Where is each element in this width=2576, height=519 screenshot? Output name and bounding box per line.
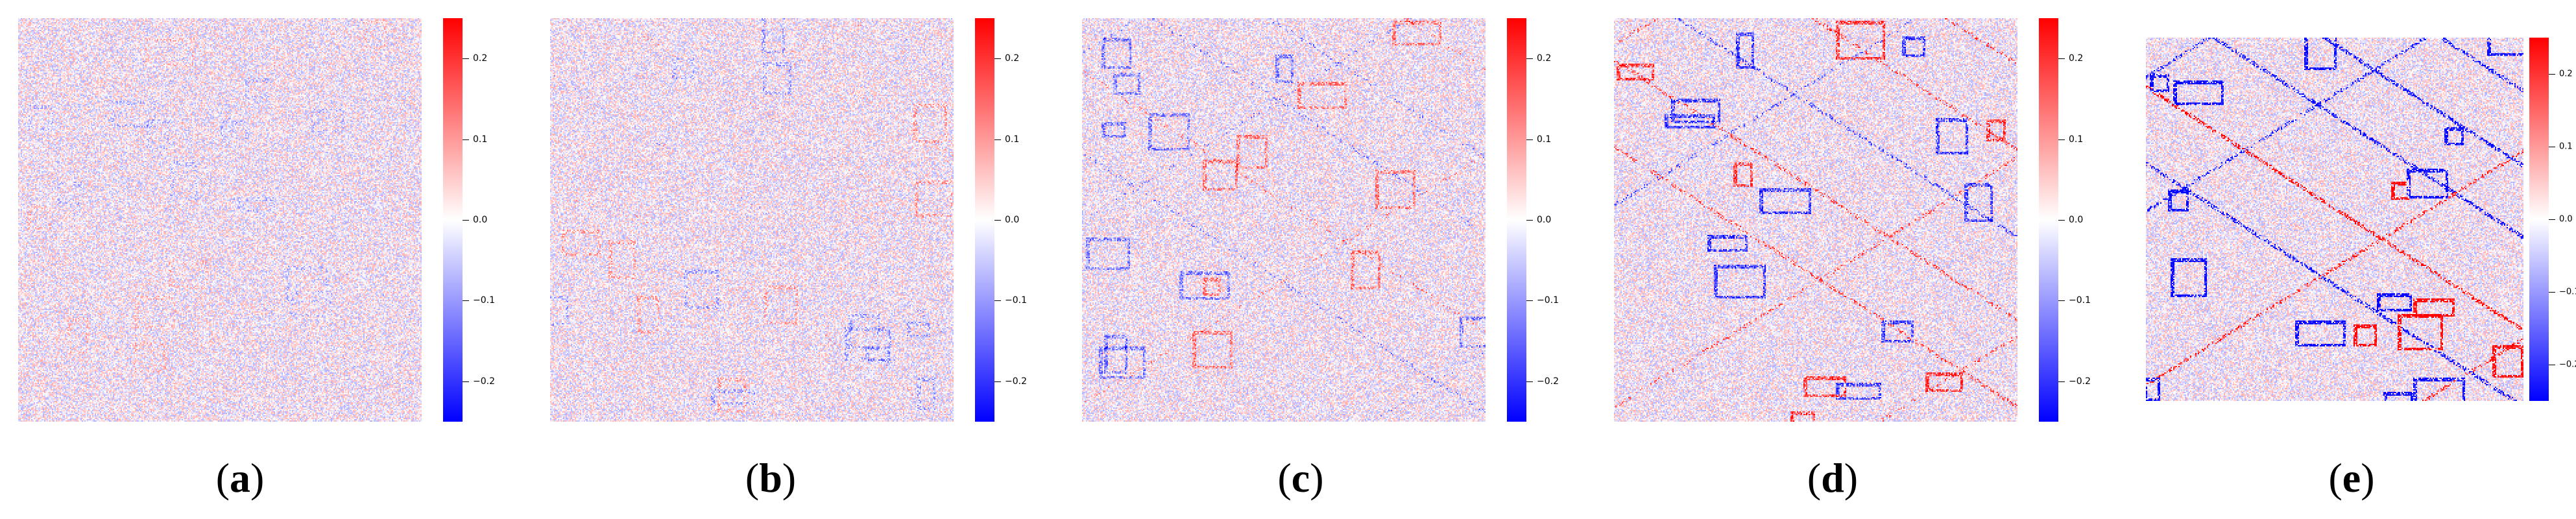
colorbar-tick	[463, 220, 469, 221]
colorbar-gradient	[2529, 38, 2549, 401]
heatmap-canvas-b	[550, 18, 954, 422]
colorbar-tick-label: −0.1	[1537, 295, 1559, 306]
colorbar-tick-label: 0.1	[2559, 141, 2573, 152]
heatmap-d	[1614, 18, 2017, 422]
caption-paren-open: (	[1807, 455, 1822, 501]
caption-paren-close: )	[250, 455, 265, 501]
panel-e: 0.2 0.1 0.0 −0.1 −0.2 (e)	[2134, 0, 2576, 519]
colorbar-e: 0.2 0.1 0.0 −0.1 −0.2	[2529, 38, 2576, 401]
heatmap-canvas-c	[1082, 18, 1486, 422]
colorbar-tick-label: 0.0	[1537, 215, 1552, 225]
colorbar-tick	[2549, 292, 2555, 293]
colorbar-tick	[463, 58, 469, 60]
colorbar-tick	[2058, 300, 2065, 302]
colorbar-tick	[2058, 220, 2065, 221]
heatmap-canvas-d	[1614, 18, 2017, 422]
caption-letter: b	[759, 455, 782, 501]
colorbar-gradient	[975, 18, 994, 422]
colorbar-tick	[994, 300, 1001, 302]
colorbar-tick-label: 0.2	[473, 53, 488, 64]
colorbar-tick	[1526, 58, 1533, 60]
caption-paren-open: (	[215, 455, 230, 501]
caption-paren-open: (	[1277, 455, 1292, 501]
colorbar-tick-label: 0.1	[2069, 134, 2084, 145]
panel-caption-a: (a)	[175, 454, 305, 502]
colorbar-tick	[1526, 220, 1533, 221]
caption-letter: a	[230, 455, 250, 501]
colorbar-tick	[2549, 219, 2555, 220]
colorbar-tick	[2549, 74, 2555, 75]
caption-letter: d	[1821, 455, 1844, 501]
caption-paren-open: (	[2328, 455, 2342, 501]
colorbar-tick-label: 0.0	[473, 215, 488, 225]
colorbar-tick-label: 0.2	[2069, 53, 2084, 64]
colorbar-tick-label: −0.2	[1005, 376, 1027, 387]
panel-caption-e: (e)	[2287, 454, 2416, 502]
colorbar-tick	[994, 139, 1001, 140]
colorbar-b: 0.2 0.1 0.0 −0.1 −0.2	[975, 18, 1027, 422]
panel-a: 0.2 0.1 0.0 −0.1 −0.2 (a)	[0, 0, 532, 519]
colorbar-tick	[463, 139, 469, 140]
panel-caption-c: (c)	[1236, 454, 1366, 502]
heatmap-b	[550, 18, 954, 422]
colorbar-tick	[2058, 139, 2065, 140]
panel-caption-d: (d)	[1768, 454, 1897, 502]
caption-paren-close: )	[1844, 455, 1859, 501]
heatmap-e	[2146, 38, 2523, 401]
colorbar-tick	[2058, 58, 2065, 60]
colorbar-tick	[463, 381, 469, 382]
colorbar-tick-label: −0.1	[473, 295, 495, 306]
colorbar-tick	[994, 220, 1001, 221]
colorbar-tick	[463, 300, 469, 302]
colorbar-tick	[1526, 300, 1533, 302]
caption-paren-open: (	[745, 455, 760, 501]
colorbar-tick-label: 0.0	[1005, 215, 1020, 225]
colorbar-gradient	[443, 18, 463, 422]
colorbar-a: 0.2 0.1 0.0 −0.1 −0.2	[443, 18, 495, 422]
caption-paren-close: )	[782, 455, 797, 501]
colorbar-tick-label: 0.2	[2559, 69, 2573, 79]
panel-c: 0.2 0.1 0.0 −0.1 −0.2 (c)	[1064, 0, 1596, 519]
caption-letter: e	[2342, 455, 2361, 501]
colorbar-tick-label: 0.1	[1005, 134, 1020, 145]
colorbar-tick-label: −0.2	[1537, 376, 1559, 387]
colorbar-tick-label: 0.0	[2559, 214, 2573, 224]
caption-paren-close: )	[1310, 455, 1324, 501]
colorbar-tick-label: 0.2	[1005, 53, 1020, 64]
colorbar-tick-label: 0.0	[2069, 215, 2084, 225]
colorbar-tick-label: −0.2	[473, 376, 495, 387]
colorbar-tick-label: 0.2	[1537, 53, 1552, 64]
colorbar-gradient	[1507, 18, 1526, 422]
heatmap-c	[1082, 18, 1486, 422]
colorbar-tick-label: −0.2	[2069, 376, 2091, 387]
colorbar-tick-label: −0.1	[2559, 287, 2576, 297]
colorbar-c: 0.2 0.1 0.0 −0.1 −0.2	[1507, 18, 1559, 422]
colorbar-tick	[1526, 381, 1533, 382]
caption-paren-close: )	[2361, 455, 2375, 501]
colorbar-tick	[994, 58, 1001, 60]
panel-d: 0.2 0.1 0.0 −0.1 −0.2 (d)	[1596, 0, 2128, 519]
panel-b: 0.2 0.1 0.0 −0.1 −0.2 (b)	[532, 0, 1064, 519]
colorbar-tick-label: −0.2	[2559, 359, 2576, 370]
colorbar-d: 0.2 0.1 0.0 −0.1 −0.2	[2039, 18, 2091, 422]
colorbar-tick-label: −0.1	[1005, 295, 1027, 306]
colorbar-tick-label: 0.1	[473, 134, 488, 145]
heatmap-a	[18, 18, 422, 422]
heatmap-canvas-a	[18, 18, 422, 422]
colorbar-tick	[2058, 381, 2065, 382]
colorbar-tick-label: −0.1	[2069, 295, 2091, 306]
colorbar-gradient	[2039, 18, 2058, 422]
caption-letter: c	[1291, 455, 1310, 501]
colorbar-tick-label: 0.1	[1537, 134, 1552, 145]
panel-caption-b: (b)	[706, 454, 836, 502]
colorbar-tick	[1526, 139, 1533, 140]
heatmap-canvas-e	[2146, 38, 2523, 401]
colorbar-tick	[994, 381, 1001, 382]
